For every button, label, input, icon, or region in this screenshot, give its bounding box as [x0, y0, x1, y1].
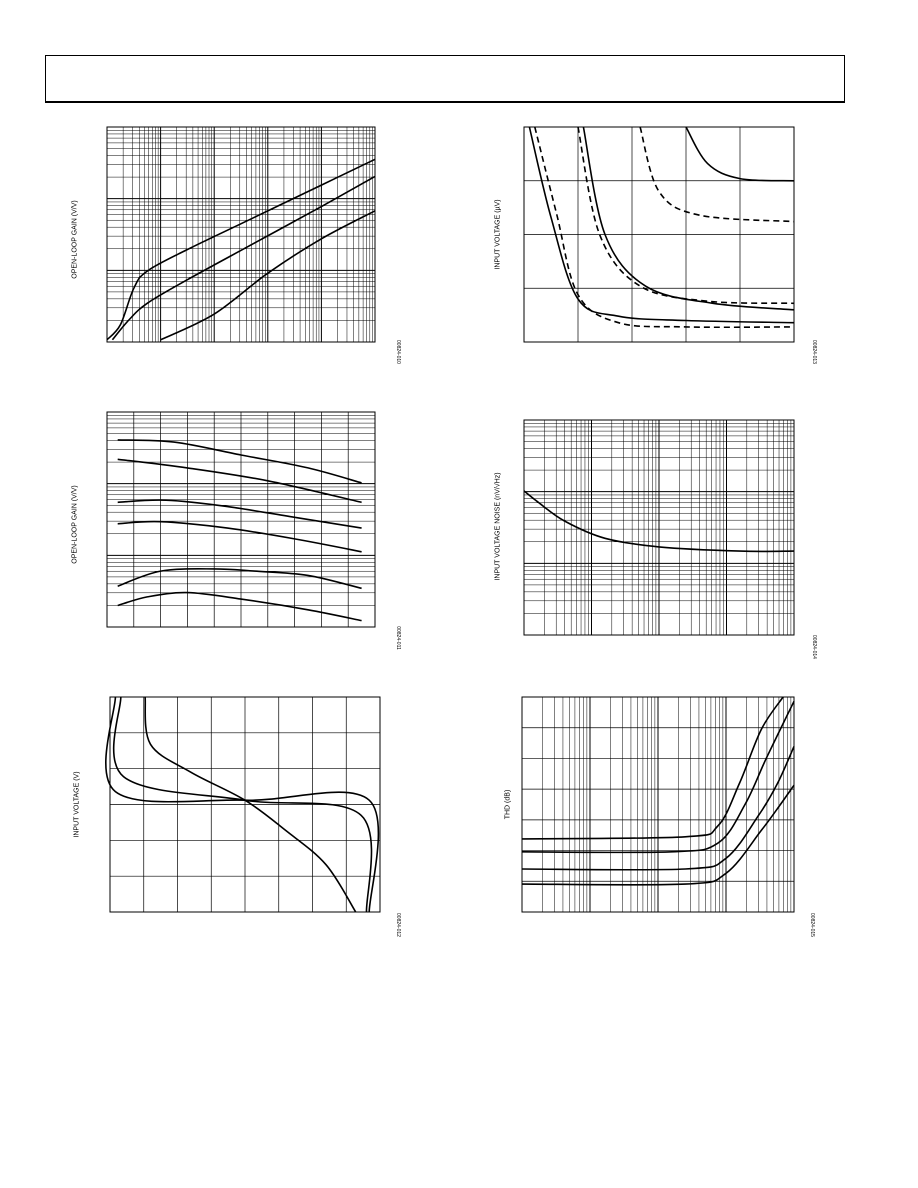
series-line-6 — [685, 126, 795, 182]
figure-id: 00824-010 — [395, 340, 401, 364]
chart-open-loop-gain-vs-temperature — [106, 411, 376, 628]
page-header-box — [45, 55, 845, 103]
series-line-2 — [521, 700, 795, 854]
figure-id: 00824-012 — [395, 913, 401, 937]
series-line-4 — [577, 126, 795, 305]
figure-id: 00824-013 — [811, 340, 817, 364]
figure-id: 00824-015 — [809, 913, 815, 937]
series-line-4 — [521, 784, 795, 886]
chart-input-voltage — [105, 696, 381, 913]
series-line-3 — [160, 210, 376, 341]
series-line-1 — [528, 126, 795, 324]
chart-plot-area — [521, 696, 795, 913]
figure-id: 00824-014 — [811, 635, 817, 659]
plot-frame — [106, 411, 376, 628]
plot-frame — [523, 419, 795, 636]
series-line-6 — [117, 591, 362, 622]
series-line-3 — [144, 696, 357, 913]
chart-input-voltage-uv — [523, 126, 795, 343]
plot-frame — [106, 126, 376, 343]
figure-id: 00824-011 — [395, 626, 401, 650]
series-line-2 — [117, 458, 362, 504]
series-line-3 — [117, 499, 362, 529]
chart-thd — [521, 696, 795, 913]
chart-plot-area — [105, 696, 381, 913]
plot-frame — [523, 126, 795, 343]
chart-open-loop-gain-vs-frequency — [106, 126, 376, 343]
chart-plot-area — [106, 126, 376, 343]
series-line-1 — [106, 158, 376, 341]
plot-frame — [109, 696, 381, 913]
chart-plot-area — [106, 411, 376, 628]
chart-input-voltage-noise — [523, 419, 795, 636]
y-axis-label: THD (dB) — [504, 789, 512, 820]
y-axis-label: INPUT VOLTAGE (V) — [73, 771, 81, 838]
series-line-5 — [117, 568, 362, 590]
series-line-2 — [111, 175, 376, 341]
plot-frame — [521, 696, 795, 913]
series-line-1 — [117, 439, 362, 484]
series-line-3 — [582, 126, 795, 311]
chart-plot-area — [523, 419, 795, 636]
series-line-1 — [523, 490, 795, 553]
series-line-1 — [521, 696, 784, 840]
y-axis-label: INPUT VOLTAGE NOISE (nV/√Hz) — [494, 472, 502, 581]
y-axis-label: INPUT VOLTAGE (µV) — [494, 199, 502, 270]
series-line-5 — [639, 126, 795, 223]
y-axis-label: OPEN-LOOP GAIN (V/V) — [71, 200, 79, 279]
chart-plot-area — [523, 126, 795, 343]
series-line-3 — [521, 746, 795, 871]
y-axis-label: OPEN-LOOP GAIN (V/V) — [71, 485, 79, 564]
series-line-2 — [534, 126, 795, 329]
series-line-4 — [117, 520, 362, 553]
